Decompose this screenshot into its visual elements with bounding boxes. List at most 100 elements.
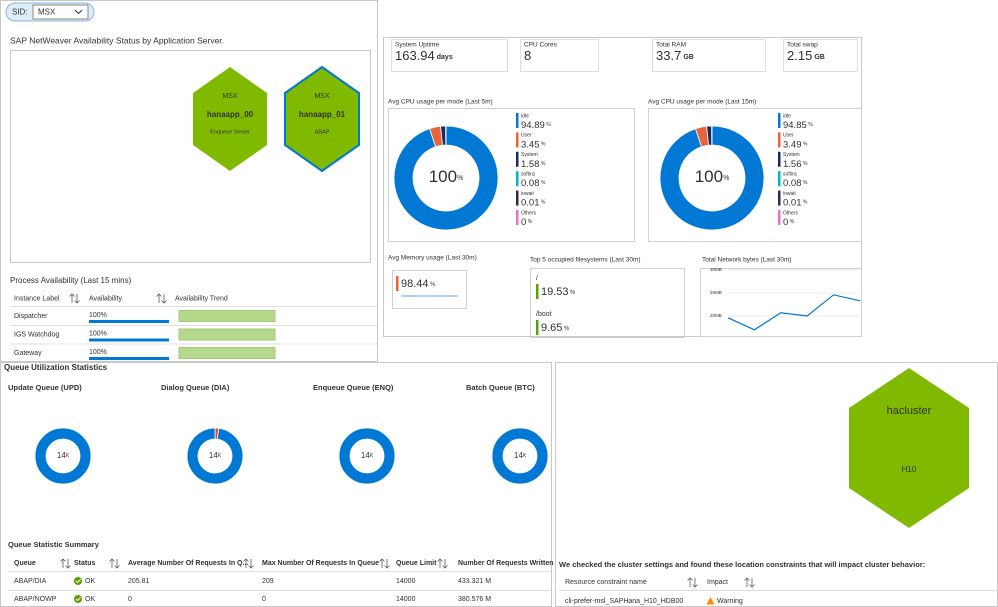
unit: % [528,219,533,225]
donut-center: 100% [695,167,730,186]
availability-bar [89,320,169,323]
donut-center: 14K [209,451,222,460]
legend-value: 1.58% [521,158,546,169]
value: 3.49 [783,139,802,150]
server-sid: MSX [314,93,330,100]
sort-icon[interactable] [379,558,390,569]
server-name: hanaapp_01 [299,110,346,119]
chart-frame [388,108,635,242]
sort-icon[interactable] [744,577,755,588]
status-ok-icon [74,577,82,585]
cell: ABAP/DIA [14,578,47,585]
value: 2.15 [787,48,812,63]
tile-label: CPU Cores [524,42,558,49]
unit: % [457,175,463,182]
filesystem-name: / [536,275,538,282]
legend-swatch [778,132,781,148]
arrow-up [437,558,443,568]
legend-swatch [778,210,781,225]
legend-swatch [516,132,519,148]
tile-label: System Uptime [395,42,439,49]
filter-value: MSX [38,8,56,17]
chart-title: Top 5 occupied filesystems (Last 30m) [530,257,641,264]
section-title: SAP NetWeaver Availability Status by App… [10,35,224,45]
legend-name: softirq [521,172,535,178]
sort-icon[interactable] [109,558,120,569]
warning-icon [706,597,715,605]
value: 0.08 [783,178,802,189]
status: OK [85,578,95,585]
value: 1.58 [521,158,540,169]
unit: % [723,175,729,182]
sort-icon[interactable] [69,293,80,304]
unit: % [541,181,546,187]
value: 0.01 [521,197,540,208]
value: 14 [514,451,523,460]
column-header: Instance Label [14,295,60,302]
arrow-up [156,293,162,303]
impact: Warning [717,598,743,605]
donut-segment [186,427,244,485]
value: 94.85 [783,120,807,131]
legend-swatch [778,151,781,167]
instance-label: Dispatcher [14,313,48,320]
unit: % [546,122,551,128]
legend-swatch [778,171,781,187]
cluster-name: hacluster [887,405,932,417]
server-map [10,50,371,263]
server-role: ABAP [315,129,330,135]
unit: % [570,290,576,296]
unit: % [803,181,808,187]
legend-name: System [783,152,800,158]
sort-icon[interactable] [437,558,448,569]
legend-name: idle [521,113,529,119]
sort-icon[interactable] [60,558,71,569]
server-sid: MSX [222,93,238,100]
legend-name: iowait [521,191,534,197]
column-header: Availability Trend [175,295,228,302]
memory-card [392,270,467,309]
unit: K [66,453,70,459]
panel [0,0,378,362]
legend-swatch [778,190,781,206]
filesystem-name: /boot [536,311,552,318]
filesystem-value: 9.65% [541,322,570,334]
filter-select[interactable] [32,4,89,20]
value: 14 [57,451,66,460]
queue-title: Update Queue (UPD) [8,383,82,392]
unit: % [808,122,813,128]
value: 100 [695,167,723,186]
memory-swatch [396,276,399,291]
unit: % [430,282,436,288]
sort-icon[interactable] [687,577,698,588]
sort-icon[interactable] [156,293,167,304]
arrow-down [248,559,254,569]
chevron [74,9,83,15]
availability-label: 100% [89,330,107,337]
legend-swatch [516,151,519,167]
cluster-sid: H10 [902,465,917,474]
sort-icon[interactable] [243,558,254,569]
cell: 14000 [396,578,416,585]
instance-label: IGS Watchdog [14,331,59,338]
arrow-up [109,558,115,568]
queue-title: Enqueue Queue (ENQ) [313,383,394,392]
value: 19.53 [541,286,569,298]
tile-value: 163.94 days [395,48,453,63]
legend-value: 0% [783,217,795,228]
hexagon [193,67,267,171]
memory-value: 98.44% [401,278,436,290]
column-header: Queue [14,560,36,567]
unit: % [541,142,546,148]
donut-segment [491,427,549,485]
donut-segment [34,427,92,485]
legend-swatch [516,210,519,225]
column-header: Number Of Requests Written [458,560,554,567]
arrow-down [384,559,390,569]
server-name: hanaapp_00 [207,110,254,119]
tile [652,39,766,72]
legend-value: 1.56% [783,158,808,169]
value: 100 [429,167,457,186]
trend-bar [178,347,276,359]
unit: K [523,453,527,459]
